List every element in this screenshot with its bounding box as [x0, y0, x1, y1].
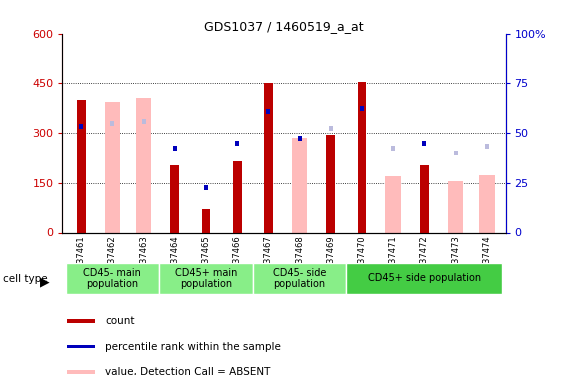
Bar: [253, 262, 346, 294]
Bar: [420, 165, 429, 232]
Bar: [110, 121, 114, 126]
Text: value, Detection Call = ABSENT: value, Detection Call = ABSENT: [105, 367, 270, 375]
Bar: [298, 136, 302, 141]
Bar: [233, 161, 241, 232]
Text: ▶: ▶: [40, 276, 49, 288]
Text: CD45+ main
population: CD45+ main population: [175, 268, 237, 289]
Bar: [105, 102, 120, 232]
Bar: [346, 262, 503, 294]
Text: CD45- main
population: CD45- main population: [83, 268, 141, 289]
Bar: [448, 181, 463, 232]
Text: cell type: cell type: [3, 274, 48, 284]
Bar: [159, 262, 253, 294]
Bar: [202, 209, 210, 232]
Title: GDS1037 / 1460519_a_at: GDS1037 / 1460519_a_at: [204, 20, 364, 33]
Bar: [327, 135, 335, 232]
Bar: [386, 176, 401, 232]
Bar: [264, 84, 273, 232]
Text: percentile rank within the sample: percentile rank within the sample: [105, 342, 281, 351]
Bar: [68, 370, 95, 374]
Bar: [329, 126, 333, 130]
Bar: [170, 165, 179, 232]
Bar: [391, 146, 395, 150]
Bar: [235, 141, 239, 146]
Text: CD45- side
population: CD45- side population: [273, 268, 326, 289]
Bar: [68, 345, 95, 348]
Bar: [454, 150, 458, 156]
Bar: [65, 262, 159, 294]
Bar: [77, 100, 86, 232]
Bar: [360, 106, 364, 111]
Bar: [358, 82, 366, 232]
Bar: [173, 146, 177, 150]
Bar: [292, 138, 307, 232]
Bar: [204, 185, 208, 190]
Bar: [479, 174, 495, 232]
Bar: [485, 144, 489, 149]
Bar: [136, 98, 152, 232]
Bar: [79, 124, 83, 129]
Bar: [68, 320, 95, 322]
Text: count: count: [105, 316, 135, 326]
Bar: [423, 141, 427, 146]
Bar: [141, 119, 145, 124]
Text: CD45+ side population: CD45+ side population: [368, 273, 481, 284]
Bar: [266, 109, 270, 114]
